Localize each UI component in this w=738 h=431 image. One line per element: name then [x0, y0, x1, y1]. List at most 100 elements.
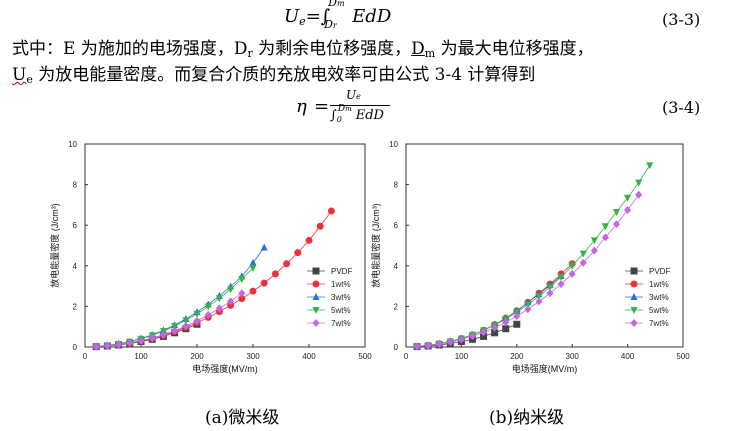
- y-tick-label: 0: [394, 343, 399, 352]
- data-point: [171, 326, 179, 335]
- data-point: [215, 304, 223, 313]
- y-tick-label: 10: [389, 140, 398, 149]
- legend-marker: [630, 267, 638, 275]
- data-point: [590, 246, 598, 255]
- data-point: [635, 179, 643, 187]
- data-point: [294, 249, 302, 257]
- data-point: [137, 336, 145, 345]
- data-point: [260, 279, 268, 287]
- data-point: [557, 273, 565, 281]
- series-line-3wt%: [417, 275, 562, 347]
- data-point: [260, 243, 268, 251]
- data-point: [413, 342, 421, 351]
- data-point: [613, 220, 621, 229]
- equation-number-3-3: (3-3): [662, 10, 701, 29]
- data-point: [513, 312, 521, 321]
- data-point: [590, 237, 598, 245]
- data-point: [126, 338, 134, 347]
- y-tick-label: 4: [394, 262, 399, 271]
- data-point: [238, 295, 246, 303]
- data-point: [579, 250, 587, 258]
- legend-marker: [312, 267, 320, 275]
- data-point: [249, 287, 257, 295]
- plot-frame: [84, 143, 366, 348]
- legend-marker: [312, 319, 320, 327]
- series-line-5wt%: [417, 165, 651, 347]
- y-tick-label: 6: [394, 221, 399, 230]
- data-point: [238, 275, 246, 283]
- data-point: [601, 223, 609, 231]
- data-point: [480, 328, 488, 337]
- y-tick-label: 8: [73, 181, 78, 190]
- data-point: [457, 335, 465, 344]
- data-point: [546, 289, 554, 298]
- x-tick-label: 400: [621, 352, 635, 361]
- data-point: [424, 341, 432, 350]
- x-tick-label: 200: [190, 352, 204, 361]
- data-point: [491, 329, 499, 337]
- data-point: [227, 286, 235, 294]
- y-tick-label: 6: [73, 221, 78, 230]
- data-point: [435, 340, 443, 349]
- data-point: [215, 295, 223, 303]
- data-point: [249, 258, 257, 266]
- data-point: [635, 190, 643, 199]
- x-tick-label: 0: [404, 352, 409, 361]
- y-tick-label: 2: [73, 302, 78, 311]
- legend-marker: [630, 280, 638, 288]
- data-point: [115, 340, 123, 349]
- data-point: [535, 297, 543, 306]
- data-point: [535, 293, 543, 301]
- data-point: [204, 303, 212, 311]
- data-point: [283, 260, 291, 268]
- x-tick-label: 500: [676, 352, 690, 361]
- chart-a: 0 100 200 300 400 500 0 2 4 6 8 10 电场强度(MV/m) 放电能量密度 …: [49, 140, 372, 374]
- data-point: [646, 162, 654, 170]
- data-point: [446, 338, 454, 347]
- x-tick-label: 100: [455, 352, 469, 361]
- data-point: [613, 209, 621, 217]
- data-point: [624, 205, 632, 214]
- x-tick-label: 100: [134, 352, 148, 361]
- figure-charts: 0 100 200 300 400 500 0 2 4 6 8 10 电场强度(MV/m) 放电能量密度 …: [49, 140, 690, 374]
- data-point: [480, 332, 488, 340]
- caption-a: (a)微米级: [205, 408, 280, 428]
- legend-label: 3wt%: [649, 293, 669, 302]
- data-point: [468, 332, 476, 341]
- data-point: [524, 305, 532, 314]
- series-line-1wt%: [96, 210, 332, 347]
- data-point: [193, 316, 201, 325]
- plot-frame: [405, 143, 684, 348]
- x-tick-label: 500: [358, 352, 372, 361]
- caption-b: (b)纳米级: [489, 408, 565, 428]
- y-tick-label: 0: [73, 343, 78, 352]
- data-point: [513, 320, 521, 328]
- data-point: [568, 262, 576, 270]
- chart-b: 0 100 200 300 400 500 0 2 4 6 8 10 电场强度(MV/m) 放电能量密度 …: [370, 140, 690, 374]
- data-point: [491, 323, 499, 332]
- y-axis-label: 放电能量密度 (J/cm³): [370, 203, 381, 288]
- x-axis-label: 电场强度(MV/m): [512, 363, 578, 374]
- y-tick-label: 4: [73, 262, 78, 271]
- equation-3-3: Ue=∫ Dm Dr EdD: [284, 0, 392, 31]
- series-line-7wt%: [96, 292, 243, 347]
- legend-marker: [630, 319, 638, 327]
- x-tick-label: 400: [302, 352, 316, 361]
- data-point: [316, 222, 324, 230]
- data-point: [227, 301, 235, 309]
- y-axis-label: 放电能量密度 (J/cm³): [49, 203, 60, 288]
- data-point: [159, 330, 167, 339]
- data-point: [171, 323, 179, 331]
- data-point: [238, 289, 246, 298]
- x-tick-label: 300: [246, 352, 260, 361]
- data-point: [305, 236, 313, 244]
- data-point: [601, 233, 609, 242]
- data-point: [227, 297, 235, 306]
- data-point: [546, 284, 554, 292]
- data-point: [182, 317, 190, 325]
- data-point: [92, 342, 100, 351]
- data-point: [249, 264, 257, 272]
- data-point: [327, 207, 335, 215]
- legend-label: 7wt%: [649, 319, 669, 328]
- y-tick-label: 2: [394, 302, 399, 311]
